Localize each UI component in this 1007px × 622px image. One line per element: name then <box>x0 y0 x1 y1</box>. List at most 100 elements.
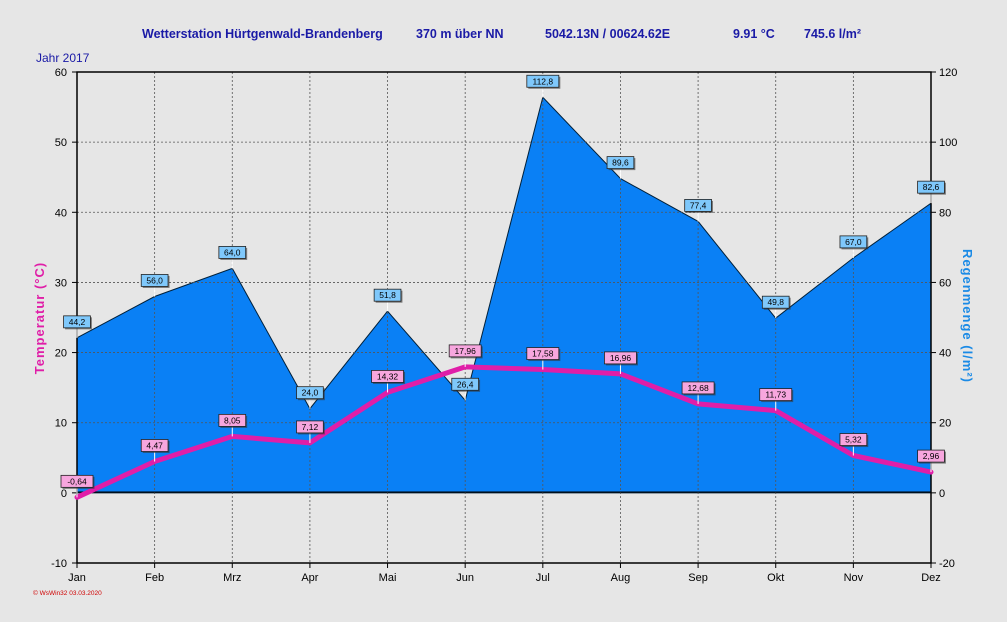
label-box <box>218 245 247 259</box>
tick-label-right: 120 <box>939 67 957 79</box>
tick-label-left: 30 <box>55 277 67 289</box>
temperature-label: 14,32 <box>371 370 406 393</box>
label-text: 89,6 <box>612 158 629 168</box>
tick-label-right: 60 <box>939 277 951 289</box>
label-box <box>526 347 560 360</box>
tick-label-right: -20 <box>939 558 955 570</box>
label-box <box>684 199 712 212</box>
label-box <box>373 288 402 302</box>
footer-note: © WsWin32 03.03.2020 <box>33 589 102 597</box>
label-text: 64,0 <box>224 247 241 257</box>
label-box <box>371 370 404 383</box>
label-box <box>526 74 560 88</box>
label-text: 26,4 <box>457 379 474 389</box>
label-box <box>218 413 247 427</box>
label-box <box>448 344 482 358</box>
label-text: 24,0 <box>302 388 319 398</box>
label-text: 77,4 <box>690 200 707 210</box>
label-text: 14,32 <box>377 371 399 381</box>
tick-label-right: 0 <box>939 488 945 500</box>
tick-label-left: 50 <box>55 137 67 149</box>
rain-label: 24,0 <box>296 386 325 409</box>
label-box <box>606 156 635 170</box>
tick-label-right: 80 <box>939 207 951 219</box>
rain-label: 64,0 <box>218 245 248 269</box>
tick-label-x: Aug <box>611 572 631 584</box>
tick-label-left: 10 <box>55 418 67 430</box>
header-coords: 5042.13N / 00624.62E <box>545 27 670 41</box>
temperature-label: 7,12 <box>296 420 325 443</box>
label-box <box>761 295 790 309</box>
label-text: 49,8 <box>767 297 784 307</box>
year-label: Jahr 2017 <box>36 51 90 65</box>
header-altitude: 370 m über NN <box>416 27 504 41</box>
tick-label-x: Mai <box>379 572 397 584</box>
label-box <box>140 274 169 287</box>
label-text: 2,96 <box>923 451 940 461</box>
label-text: 51,8 <box>379 290 396 300</box>
label-text: 17,96 <box>455 346 477 356</box>
label-box <box>60 474 94 488</box>
label-text: 11,73 <box>765 390 786 400</box>
label-text: -0,64 <box>67 476 87 486</box>
rain-label: 51,8 <box>373 288 403 312</box>
label-box <box>296 386 324 400</box>
tick-label-x: Jul <box>536 572 550 584</box>
tick-label-x: Sep <box>688 572 708 584</box>
tick-label-x: Apr <box>301 572 318 584</box>
rain-label: 44,2 <box>63 315 92 338</box>
tick-label-x: Okt <box>767 572 784 584</box>
temperature-label: 11,73 <box>759 388 794 411</box>
rain-label: 26,4 <box>451 377 481 401</box>
tick-label-x: Mrz <box>223 572 241 584</box>
temperature-label: 17,96 <box>448 344 483 367</box>
y-axis-left-title: Temperatur (°C) <box>32 262 47 374</box>
tick-label-left: 0 <box>61 488 67 500</box>
temperature-label: 12,68 <box>681 381 716 404</box>
label-box <box>63 315 91 329</box>
label-box <box>839 433 868 446</box>
rain-label: 112,8 <box>526 74 561 98</box>
tick-label-x: Dez <box>921 572 941 584</box>
rain-data-labels: 44,2 56,0 64,0 24,0 51,8 26,4 112,8 89,6 77,4 49,… <box>63 74 946 409</box>
temperature-label: 16,96 <box>604 351 638 374</box>
label-box <box>604 351 637 365</box>
label-text: 56,0 <box>146 275 163 285</box>
rain-label: 67,0 <box>839 235 869 258</box>
header-rain-total: 745.6 l/m² <box>804 27 861 41</box>
label-text: 44,2 <box>69 317 86 327</box>
y-axis-left: -10 0 10 20 30 40 50 60 <box>51 67 77 570</box>
rain-label: 49,8 <box>761 295 791 319</box>
tick-label-left: 60 <box>55 67 67 79</box>
rain-label: 77,4 <box>684 199 713 222</box>
x-axis: Jan Feb Mrz Apr Mai Jun Jul Aug Sep Okt Nov Dez <box>68 563 941 584</box>
label-text: 5,32 <box>845 435 862 445</box>
y-axis-right: -20 0 20 40 60 80 100 120 <box>931 67 957 570</box>
tick-label-x: Nov <box>844 572 864 584</box>
temperature-label: 4,47 <box>140 439 170 462</box>
temperature-label: -0,64 <box>60 474 95 498</box>
temperature-label: 5,32 <box>839 433 869 456</box>
tick-label-left: 40 <box>55 207 67 219</box>
rain-label: 89,6 <box>606 156 636 179</box>
tick-label-right: 20 <box>939 418 951 430</box>
tick-label-left: -10 <box>51 558 67 570</box>
label-box <box>140 439 169 452</box>
label-text: 4,47 <box>146 441 163 451</box>
label-text: 8,05 <box>224 415 241 425</box>
label-text: 17,58 <box>532 349 554 359</box>
label-text: 16,96 <box>610 353 632 363</box>
label-text: 82,6 <box>923 182 940 192</box>
tick-label-x: Jan <box>68 572 86 584</box>
label-text: 67,0 <box>845 237 862 247</box>
rain-label: 82,6 <box>917 180 946 204</box>
label-box <box>296 420 324 434</box>
header-station: Wetterstation Hürtgenwald-Brandenberg <box>142 27 383 41</box>
tick-label-x: Jun <box>456 572 474 584</box>
rain-label: 56,0 <box>140 274 170 297</box>
temperature-label: 17,58 <box>526 347 561 370</box>
label-box <box>917 449 945 463</box>
y-axis-right-title: Regenmenge (l/m²) <box>960 249 975 383</box>
temperature-data-labels: -0,64 4,47 8,05 7,12 14,32 17,96 17,58 16,96 12,… <box>60 344 946 498</box>
